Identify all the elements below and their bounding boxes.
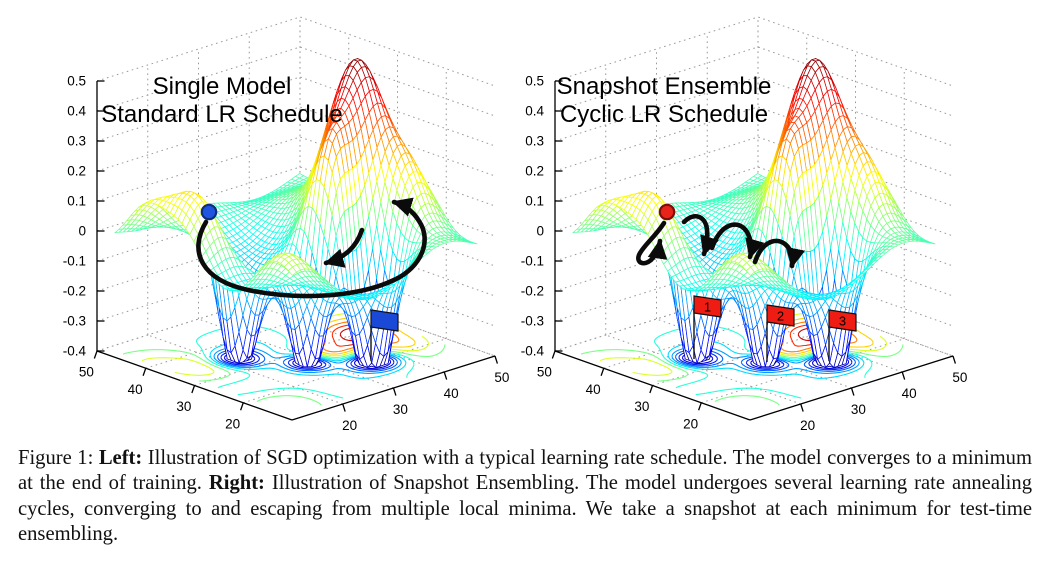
y-tick-label: 50 [537,365,552,380]
trajectory-arrow [323,227,365,268]
z-tick-label: -0.1 [521,254,544,269]
figure-caption: Figure 1: Left: Illustration of SGD opti… [18,446,1032,548]
caption-segment: Illustration of SGD optimization with a … [18,447,1032,495]
x-tick-label: 30 [393,402,408,417]
x-tick-label: 30 [851,402,866,417]
left-plot-title-line1: Single Model [153,73,292,100]
tick-labels: 0.5 0.4 0.3 0.2 0.1 0 -0.1 -0.2 -0.3 -0.4 20 30 40 50… [63,74,510,433]
z-tick-label: -0.3 [521,314,544,329]
tick-labels: 0.5 0.4 0.3 0.2 0.1 0 -0.1 -0.2 -0.3 -0.4 20 30 40 50… [521,74,968,433]
flag-number: 1 [704,300,711,315]
left-plot-title-line2: Standard LR Schedule [101,101,343,128]
surface-mesh [572,58,936,368]
x-tick-label: 50 [494,370,509,385]
y-tick-label: 20 [225,416,240,431]
z-tick-label: 0.4 [67,104,86,119]
snapshot-flag [370,309,399,332]
y-tick-label: 30 [634,399,649,414]
flag-number: 2 [777,309,784,324]
z-tick-label: 0.3 [67,134,86,149]
z-tick-label: -0.2 [63,284,86,299]
z-tick-label: 0.4 [525,104,544,119]
x-tick-label: 20 [800,418,815,433]
snapshot-flag: 3 [828,309,857,332]
z-tick-label: 0 [78,224,86,239]
trajectory-arrow [196,197,427,299]
trajectory-arrow [681,213,719,257]
minima-flags [370,309,399,361]
caption-segment: Illustration of Snapshot Ensembling. The… [18,472,1032,546]
z-tick-label: 0 [536,224,544,239]
z-tick-label: -0.4 [63,344,87,359]
z-tick-label: 0.3 [525,134,544,149]
x-tick-label: 40 [902,386,917,401]
trajectory-arrow [752,238,806,269]
x-tick-label: 40 [444,386,459,401]
axes [551,80,957,421]
z-tick-label: -0.3 [63,314,86,329]
z-tick-label: -0.1 [63,254,86,269]
axes [93,80,499,421]
caption-segment: Figure 1: [18,447,99,469]
x-tick-label: 50 [952,370,967,385]
start-point-marker [658,203,676,221]
y-tick-label: 40 [128,382,143,397]
flag-number: 3 [839,314,846,329]
snapshot-flag: 2 [766,304,795,327]
start-point-marker [200,203,218,221]
x-tick-label: 20 [342,418,357,433]
z-tick-label: 0.5 [67,74,86,89]
trajectory-arrow [636,220,668,266]
left-plot-single-model: 0.5 0.4 0.3 0.2 0.1 0 -0.1 -0.2 -0.3 -0.4 20 30 40 50… [63,16,510,433]
z-tick-label: 0.2 [525,164,544,179]
right-plot-title-line1: Snapshot Ensemble [557,73,772,100]
z-tick-label: 0.2 [67,164,86,179]
trajectory-arrow [709,222,765,260]
z-tick-label: 0.5 [525,74,544,89]
caption-segment: Right: [208,472,265,495]
y-tick-label: 50 [79,365,94,380]
sgd-trajectory-arrows [636,213,806,269]
y-tick-label: 20 [683,416,698,431]
minima-flags: 1 2 3 [693,295,857,362]
z-tick-label: 0.1 [67,194,86,209]
z-tick-label: -0.2 [521,284,544,299]
y-tick-label: 40 [586,382,601,397]
z-tick-label: -0.4 [521,344,545,359]
z-tick-label: 0.1 [525,194,544,209]
caption-segment: Left: [98,447,143,469]
right-plot-title-line2: Cyclic LR Schedule [560,101,768,128]
right-plot-snapshot-ensemble: 0.5 0.4 0.3 0.2 0.1 0 -0.1 -0.2 -0.3 -0.4 20 30 40 50… [521,16,968,433]
snapshot-flag: 1 [693,295,722,318]
sgd-trajectory-arrows [196,197,427,299]
y-tick-label: 30 [176,399,191,414]
